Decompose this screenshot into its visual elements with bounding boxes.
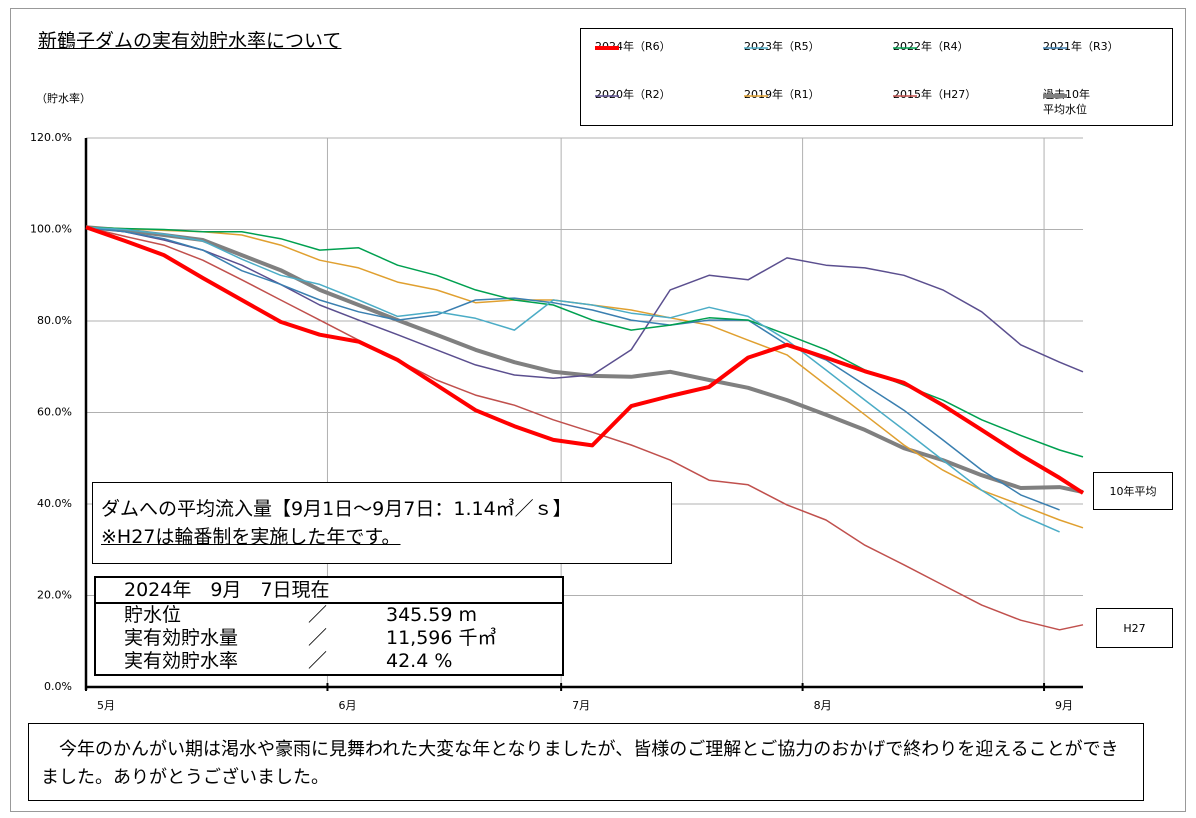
legend-swatch: [893, 47, 917, 49]
status-cell: ／: [308, 650, 328, 672]
legend-swatch: [1043, 94, 1067, 98]
inflow-box: ダムへの平均流入量【9月1日～9月7日：1.14㎥／ｓ】 ※H27は輪番制を実施…: [92, 482, 672, 564]
y-tick-label: 80.0%: [37, 314, 72, 327]
y-tick-label: 40.0%: [37, 497, 72, 510]
legend-swatch: [893, 95, 917, 97]
legend-item: 2022年（R4）: [893, 39, 969, 54]
x-tick-label: 6月: [338, 699, 356, 712]
legend-item: 2023年（R5）: [744, 39, 820, 54]
y-tick-label: 60.0%: [37, 406, 72, 419]
x-tick-label: 8月: [814, 699, 832, 712]
legend-label: 2020年（R2）: [595, 88, 671, 101]
status-cell: 345.59 m: [386, 604, 478, 626]
status-table: 2024年 9月 7日現在 貯水位 ／ 345.59 m 実有効貯水量 ／ 11,596 …: [94, 576, 564, 676]
status-row: 貯水位 ／ 345.59 m: [96, 604, 562, 627]
legend-swatch: [744, 47, 768, 49]
status-cell: 実有効貯水量: [124, 627, 239, 649]
legend-swatch: [744, 95, 768, 97]
legend-swatch: [595, 95, 619, 97]
h27-label: H27: [1096, 608, 1173, 648]
series-line: [85, 226, 1060, 511]
y-tick-label: 100.0%: [30, 223, 72, 236]
y-tick-label: 120.0%: [30, 131, 72, 144]
x-tick-label: 9月: [1055, 699, 1073, 712]
note-text: ※H27は輪番制を実施した年です。: [101, 526, 401, 548]
legend-label: 2022年（R4）: [893, 40, 969, 53]
message: 今年のかんがい期は渇水や豪雨に見舞われた大変な年となりましたが、皆様のご理解とご…: [28, 723, 1144, 801]
status-cell: ／: [308, 604, 328, 626]
legend-swatch: [1043, 47, 1067, 49]
status-cell: 42.4 %: [386, 650, 453, 672]
legend-item: 2020年（R2）: [595, 87, 671, 102]
status-row: 実有効貯水量 ／ 11,596 千㎥: [96, 627, 562, 650]
status-cell: 11,596 千㎥: [386, 627, 497, 649]
legend-item: 過去10年 平均水位: [1043, 87, 1090, 117]
legend-label: 2021年（R3）: [1043, 40, 1119, 53]
avg-label: 10年平均: [1093, 472, 1173, 510]
chart-title: 新鶴子ダムの実有効貯水率について: [38, 30, 342, 52]
legend-swatch: [595, 46, 619, 50]
status-title: 2024年 9月 7日現在: [96, 578, 562, 604]
legend-label: 過去10年 平均水位: [1043, 88, 1090, 116]
legend: 2024年（R6） 2023年（R5） 2022年（R4） 2021年（R3） 2020…: [580, 28, 1173, 126]
legend-label: 2015年（H27）: [893, 88, 977, 101]
legend-label: 2019年（R1）: [744, 88, 820, 101]
series-line: [85, 226, 1084, 458]
frame: [10, 8, 1186, 812]
x-tick-label: 7月: [572, 699, 590, 712]
y-tick-label: 0.0%: [44, 680, 72, 693]
y-tick-label: 20.0%: [37, 589, 72, 602]
status-row: 実有効貯水率 ／ 42.4 %: [96, 650, 562, 673]
series-line: [85, 226, 1060, 533]
series-line: [85, 225, 1084, 495]
series-line: [85, 226, 1084, 631]
status-cell: 実有効貯水率: [124, 650, 239, 672]
status-cell: 貯水位: [124, 604, 182, 626]
legend-item: 2019年（R1）: [744, 87, 820, 102]
x-tick-label: 5月: [97, 699, 115, 712]
legend-label: 2023年（R5）: [744, 40, 820, 53]
inflow-text: ダムへの平均流入量【9月1日～9月7日：1.14㎥／ｓ】: [101, 498, 572, 520]
y-axis-label: （貯水率）: [36, 92, 91, 105]
status-cell: ／: [308, 627, 328, 649]
legend-item: 2021年（R3）: [1043, 39, 1119, 54]
legend-item: 2015年（H27）: [893, 87, 976, 102]
legend-item: 2024年（R6）: [595, 39, 671, 54]
series-line: [85, 226, 1084, 379]
series-line: [85, 225, 1085, 495]
